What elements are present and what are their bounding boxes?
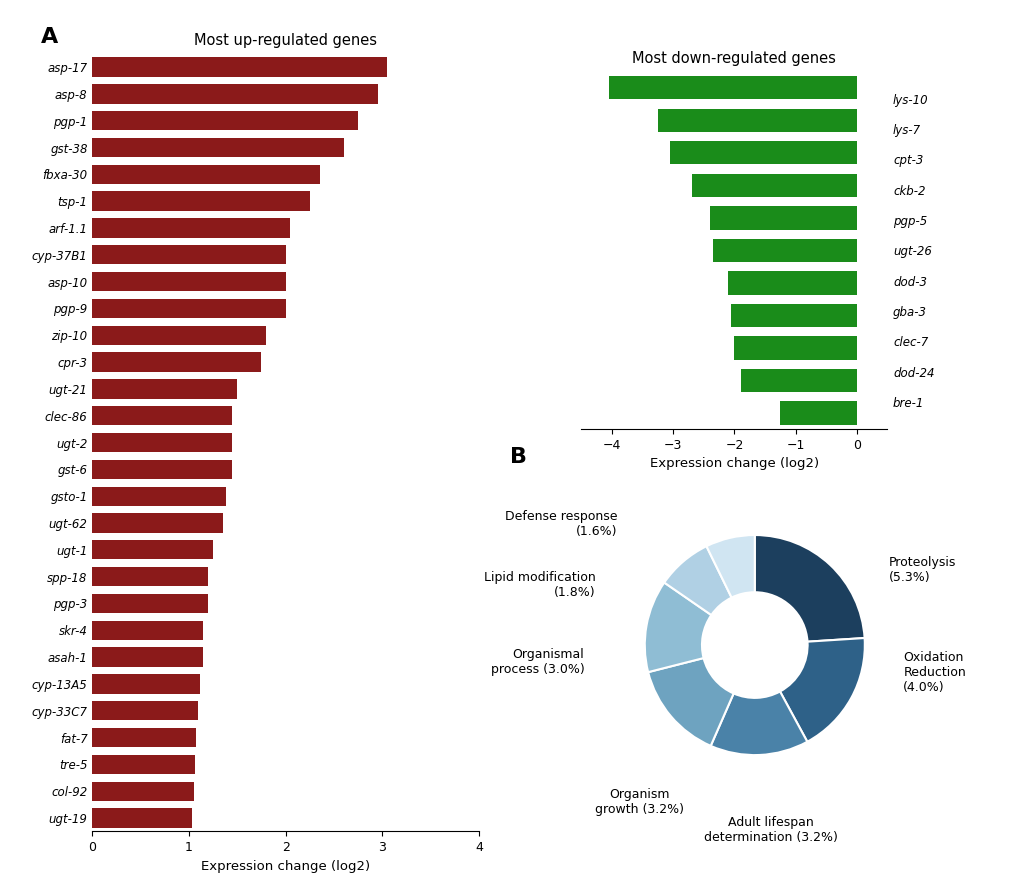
X-axis label: Expression change (log2): Expression change (log2): [649, 458, 818, 470]
Bar: [92, 57, 387, 77]
Text: Defense response
(1.6%): Defense response (1.6%): [504, 510, 616, 538]
Wedge shape: [710, 691, 806, 755]
Text: Lipid modification
(1.8%): Lipid modification (1.8%): [483, 570, 595, 599]
Bar: [92, 433, 232, 452]
Bar: [691, 173, 856, 197]
Bar: [92, 191, 310, 211]
Bar: [734, 336, 856, 359]
Bar: [780, 401, 856, 425]
Bar: [712, 239, 856, 262]
Bar: [740, 368, 856, 392]
Wedge shape: [647, 658, 733, 746]
Bar: [728, 271, 856, 294]
Bar: [92, 674, 200, 694]
Bar: [657, 108, 856, 132]
Bar: [92, 379, 236, 399]
Bar: [92, 755, 196, 774]
Wedge shape: [754, 535, 864, 642]
Bar: [608, 76, 856, 99]
Bar: [92, 567, 208, 586]
Wedge shape: [663, 546, 731, 615]
Text: A: A: [41, 27, 58, 46]
Bar: [92, 299, 285, 318]
Bar: [92, 218, 290, 238]
Text: Organismal
process (3.0%): Organismal process (3.0%): [490, 647, 584, 676]
Bar: [92, 164, 319, 184]
Bar: [731, 304, 856, 327]
Bar: [92, 513, 222, 533]
Bar: [92, 647, 203, 667]
Bar: [92, 406, 232, 426]
Bar: [92, 486, 225, 506]
Bar: [92, 728, 197, 747]
Bar: [92, 245, 285, 265]
Bar: [92, 781, 194, 801]
Bar: [92, 272, 285, 291]
Text: Proteolysis
(5.3%): Proteolysis (5.3%): [889, 556, 956, 585]
Text: Adult lifespan
determination (3.2%): Adult lifespan determination (3.2%): [704, 815, 838, 844]
Title: Most down-regulated genes: Most down-regulated genes: [632, 51, 836, 66]
Wedge shape: [780, 638, 864, 742]
Bar: [92, 325, 266, 345]
Bar: [669, 141, 856, 164]
Wedge shape: [706, 535, 754, 597]
Bar: [92, 701, 199, 721]
Text: Oxidation
Reduction
(4.0%): Oxidation Reduction (4.0%): [903, 651, 965, 694]
Title: Most up-regulated genes: Most up-regulated genes: [194, 33, 377, 48]
Bar: [709, 207, 856, 230]
Bar: [92, 620, 203, 640]
Bar: [92, 138, 343, 157]
Bar: [92, 540, 213, 560]
Text: Organism
growth (3.2%): Organism growth (3.2%): [594, 789, 683, 816]
Bar: [92, 594, 208, 613]
Bar: [92, 84, 377, 104]
Bar: [92, 808, 192, 828]
Bar: [92, 352, 261, 372]
X-axis label: Expression change (log2): Expression change (log2): [201, 860, 370, 873]
Bar: [92, 460, 232, 479]
Text: B: B: [510, 447, 527, 467]
Bar: [92, 111, 358, 131]
Wedge shape: [644, 583, 710, 672]
